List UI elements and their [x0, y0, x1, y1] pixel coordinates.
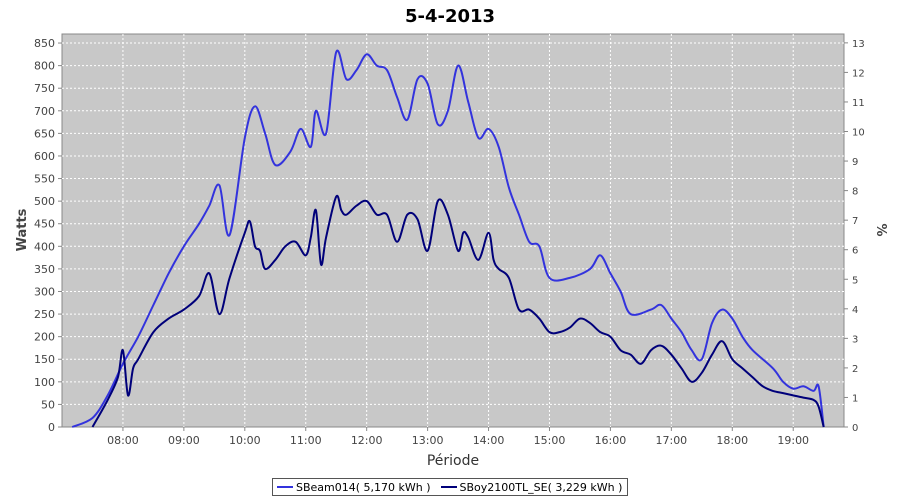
- legend: SBeam014( 5,170 kWh ) SBoy2100TL_SE( 3,2…: [272, 478, 628, 496]
- y-tick-label: 350: [34, 263, 55, 276]
- y-tick-label: 800: [34, 60, 55, 73]
- x-tick-label: 17:00: [655, 434, 687, 447]
- y-tick-label: 50: [41, 398, 55, 411]
- y2-tick-label: 11: [852, 98, 865, 109]
- y-tick-label: 500: [34, 195, 55, 208]
- y-tick-label: 650: [34, 127, 55, 140]
- legend-label-series-2: SBoy2100TL_SE( 3,229 kWh ): [459, 480, 623, 494]
- legend-item-series-2: SBoy2100TL_SE( 3,229 kWh ): [440, 480, 623, 494]
- x-tick-label: 15:00: [534, 434, 566, 447]
- y-tick-label: 100: [34, 376, 55, 389]
- series-line-2: [91, 194, 825, 428]
- y-tick-label: 700: [34, 105, 55, 118]
- y2-axis-title: %: [873, 223, 888, 236]
- y2-tick-label: 5: [852, 275, 858, 286]
- x-tick-label: 18:00: [716, 434, 748, 447]
- y2-tick-label: 4: [852, 305, 858, 316]
- x-tick-label: 13:00: [412, 434, 444, 447]
- legend-swatch-series-2: [440, 486, 457, 488]
- series-group: [71, 49, 825, 428]
- y-tick-label: 750: [34, 82, 55, 95]
- y2-tick-label: 10: [852, 128, 865, 139]
- y2-tick-label: 1: [852, 393, 858, 404]
- y2-tick-label: 7: [852, 216, 858, 227]
- legend-swatch-series-1: [277, 486, 293, 488]
- y-axis: 0 50 100 150 200 250 300 350 400 450 500 550 600 650 7…: [34, 37, 62, 434]
- y2-tick-label: 13: [852, 39, 865, 50]
- y-tick-label: 600: [34, 150, 55, 163]
- y-tick-label: 400: [34, 240, 55, 253]
- y2-tick-label: 12: [852, 68, 865, 79]
- chart-title: 5-4-2013: [405, 6, 495, 27]
- x-axis: 08:00 09:00 10:00 11:00 12:00 13:00 14:00 15:00…: [107, 427, 809, 447]
- legend-item-series-1: SBeam014( 5,170 kWh ): [277, 481, 431, 494]
- y-tick-label: 0: [48, 421, 55, 434]
- x-tick-label: 16:00: [595, 434, 627, 447]
- y-tick-label: 550: [34, 173, 55, 186]
- x-tick-label: 14:00: [473, 434, 505, 447]
- x-tick-label: 08:00: [107, 434, 139, 447]
- x-tick-label: 12:00: [351, 434, 383, 447]
- y-tick-label: 250: [34, 308, 55, 321]
- y2-tick-label: 0: [852, 423, 858, 434]
- y-tick-label: 150: [34, 353, 55, 366]
- y-tick-label: 450: [34, 218, 55, 231]
- x-tick-label: 09:00: [168, 434, 200, 447]
- y2-tick-label: 8: [852, 187, 858, 198]
- y-axis-title: Watts: [15, 208, 30, 251]
- y-tick-label: 300: [34, 285, 55, 298]
- y2-tick-label: 3: [852, 334, 858, 345]
- y2-tick-label: 2: [852, 364, 858, 375]
- legend-label-series-1: SBeam014( 5,170 kWh ): [296, 480, 431, 494]
- y-tick-label: 850: [34, 37, 55, 50]
- x-axis-title: Période: [427, 453, 479, 469]
- series-line-1: [71, 49, 825, 428]
- y2-tick-label: 9: [852, 157, 858, 168]
- y-tick-label: 200: [34, 331, 55, 344]
- y2-tick-label: 6: [852, 246, 858, 257]
- x-tick-label: 19:00: [777, 434, 809, 447]
- x-tick-label: 11:00: [290, 434, 322, 447]
- x-tick-label: 10:00: [229, 434, 261, 447]
